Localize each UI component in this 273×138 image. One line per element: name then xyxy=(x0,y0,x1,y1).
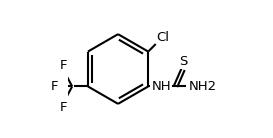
Text: F: F xyxy=(60,101,68,114)
Text: S: S xyxy=(179,55,188,68)
Text: F: F xyxy=(50,80,58,93)
Text: NH2: NH2 xyxy=(189,80,217,93)
Text: F: F xyxy=(60,59,68,72)
Text: NH: NH xyxy=(152,80,171,93)
Text: Cl: Cl xyxy=(156,31,170,44)
